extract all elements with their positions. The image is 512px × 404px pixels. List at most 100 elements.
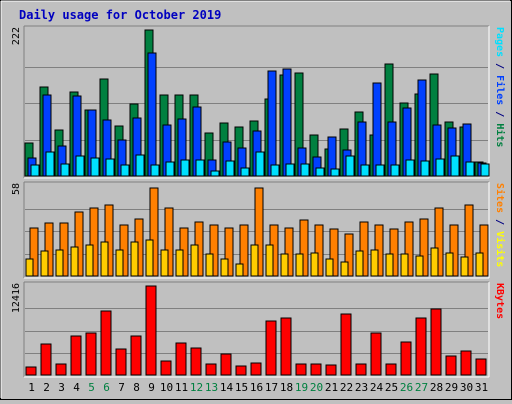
bar-kbytes	[340, 313, 352, 376]
bar-kbytes	[190, 347, 202, 376]
bar-pages	[360, 164, 370, 177]
bar-kbytes	[325, 364, 337, 376]
bar-pages	[180, 159, 190, 177]
bar-pages	[300, 163, 310, 177]
day-3-bars	[55, 222, 69, 277]
bar-kbytes	[385, 363, 397, 376]
y-series-label-part: KBytes	[494, 283, 505, 319]
day-29-bars	[445, 355, 457, 376]
bar-pages	[465, 161, 475, 177]
x-tick-label: 8	[133, 381, 140, 394]
bar-kbytes	[235, 365, 247, 376]
day-9-bars	[144, 29, 160, 177]
bar-visits	[299, 219, 309, 277]
day-29-bars	[445, 224, 459, 277]
day-27-bars	[415, 218, 429, 277]
day-2-bars	[40, 343, 52, 376]
bar-visits	[209, 224, 219, 277]
day-30-bars	[460, 350, 472, 376]
x-tick-label: 5	[88, 381, 95, 394]
bar-visits	[149, 187, 159, 277]
day-11-bars	[175, 227, 189, 277]
bar-kbytes	[85, 332, 97, 376]
bar-sites	[400, 253, 409, 277]
day-3-bars	[55, 363, 67, 376]
day-2-bars	[40, 222, 54, 277]
bar-pages	[60, 163, 70, 177]
bar-sites	[385, 253, 394, 277]
x-tick-label: 2	[43, 381, 50, 394]
bar-sites	[370, 249, 379, 277]
panels: 222 Pages / Files / Hits 58 Sites / Visits 1…	[11, 25, 506, 378]
bar-sites	[85, 244, 94, 277]
day-21-bars	[324, 136, 340, 177]
bar-sites	[295, 253, 304, 277]
day-3-bars	[54, 129, 70, 177]
day-23-bars	[355, 221, 369, 277]
bar-pages	[270, 164, 280, 177]
y-series-label: Sites / Visits	[494, 183, 506, 267]
x-tick-label: 22	[340, 381, 353, 394]
x-tick-label: 9	[148, 381, 155, 394]
bar-sites	[160, 249, 169, 277]
day-22-bars	[340, 233, 354, 277]
bar-kbytes	[40, 343, 52, 376]
day-28-bars	[429, 73, 445, 177]
panel-kbytes: 12416 KBytes	[11, 281, 505, 378]
bar-pages	[75, 155, 85, 177]
bar-pages	[390, 164, 400, 177]
x-tick-label: 14	[220, 381, 234, 394]
day-26-bars	[400, 221, 414, 277]
day-18-bars	[280, 317, 292, 376]
bar-files	[372, 82, 382, 177]
day-8-bars	[130, 335, 142, 376]
bar-files	[147, 52, 157, 177]
day-31-bars	[474, 161, 490, 177]
day-7-bars	[114, 125, 130, 177]
bar-kbytes	[145, 285, 157, 376]
bar-visits	[89, 207, 99, 277]
day-24-bars	[370, 224, 384, 277]
day-26-bars	[399, 102, 415, 177]
bar-kbytes	[400, 341, 412, 376]
bar-sites	[415, 255, 424, 277]
day-11-bars	[174, 94, 190, 177]
bar-pages	[135, 154, 145, 177]
day-30-bars	[460, 204, 474, 277]
x-tick-label: 7	[118, 381, 125, 394]
bar-pages	[165, 161, 175, 177]
bar-pages	[315, 167, 325, 177]
day-18-bars	[280, 227, 294, 277]
bar-kbytes	[460, 350, 472, 376]
bar-pages	[450, 155, 460, 177]
day-20-bars	[310, 224, 324, 277]
bar-sites	[205, 253, 214, 277]
bar-pages	[90, 157, 100, 177]
day-13-bars	[204, 132, 220, 177]
x-tick-label: 24	[370, 381, 384, 394]
day-17-bars	[265, 224, 279, 277]
y-series-label-part: /	[494, 213, 505, 231]
bar-sites	[325, 258, 334, 277]
bar-kbytes	[25, 366, 37, 376]
bar-sites	[145, 239, 154, 277]
bar-kbytes	[100, 310, 112, 376]
y-max-label: 58	[11, 183, 22, 195]
day-13-bars	[205, 363, 217, 376]
day-10-bars	[160, 207, 174, 277]
bar-sites	[175, 249, 184, 277]
bar-sites	[115, 249, 124, 277]
day-20-bars	[310, 363, 322, 376]
bar-kbytes	[475, 358, 487, 376]
bar-visits	[224, 227, 234, 277]
y-max-label: 222	[11, 27, 22, 45]
day-11-bars	[175, 342, 187, 376]
day-22-bars	[339, 128, 355, 177]
x-tick-label: 30	[460, 381, 473, 394]
bar-kbytes	[355, 363, 367, 376]
bar-kbytes	[130, 335, 142, 376]
bar-sites	[445, 252, 454, 277]
bar-pages	[210, 170, 220, 177]
bar-visits	[419, 218, 429, 277]
y-max-label: 12416	[11, 283, 22, 313]
